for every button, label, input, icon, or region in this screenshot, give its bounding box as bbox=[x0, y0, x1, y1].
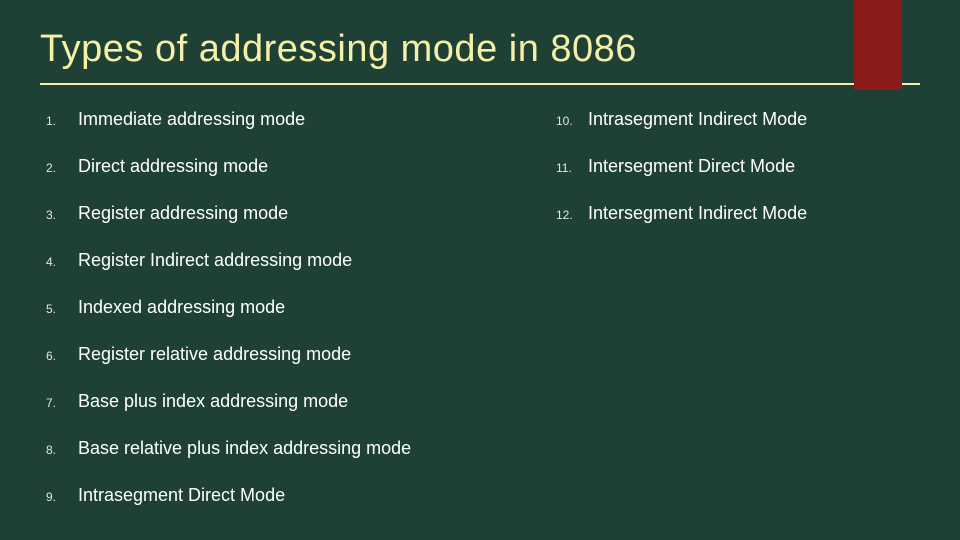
list-item-text: Intrasegment Direct Mode bbox=[78, 485, 285, 506]
list-item: 7.Base plus index addressing mode bbox=[40, 391, 520, 412]
accent-tab bbox=[854, 0, 902, 90]
list-item-number: 9. bbox=[40, 490, 78, 504]
list-item-number: 12. bbox=[550, 208, 588, 222]
list-item-text: Register relative addressing mode bbox=[78, 344, 351, 365]
left-column: 1.Immediate addressing mode 2.Direct addr… bbox=[40, 109, 520, 532]
list-item: 4.Register Indirect addressing mode bbox=[40, 250, 520, 271]
list-item-text: Intersegment Direct Mode bbox=[588, 156, 795, 177]
list-item-text: Direct addressing mode bbox=[78, 156, 268, 177]
list-item-number: 4. bbox=[40, 255, 78, 269]
list-item: 1.Immediate addressing mode bbox=[40, 109, 520, 130]
list-item-number: 10. bbox=[550, 114, 588, 128]
list-item-number: 3. bbox=[40, 208, 78, 222]
list-item-number: 6. bbox=[40, 349, 78, 363]
list-item-text: Base plus index addressing mode bbox=[78, 391, 348, 412]
list-item: 12.Intersegment Indirect Mode bbox=[550, 203, 920, 224]
list-item-number: 1. bbox=[40, 114, 78, 128]
content-columns: 1.Immediate addressing mode 2.Direct addr… bbox=[40, 109, 920, 532]
list-item-number: 11. bbox=[550, 161, 588, 175]
list-item: 9.Intrasegment Direct Mode bbox=[40, 485, 520, 506]
list-item-number: 8. bbox=[40, 443, 78, 457]
slide: Types of addressing mode in 8086 1.Immed… bbox=[0, 0, 960, 540]
list-item: 3.Register addressing mode bbox=[40, 203, 520, 224]
list-item-number: 5. bbox=[40, 302, 78, 316]
page-title: Types of addressing mode in 8086 bbox=[40, 28, 920, 71]
list-item: 8.Base relative plus index addressing mo… bbox=[40, 438, 520, 459]
list-item-text: Register addressing mode bbox=[78, 203, 288, 224]
list-item-number: 2. bbox=[40, 161, 78, 175]
list-item: 6.Register relative addressing mode bbox=[40, 344, 520, 365]
list-item: 5.Indexed addressing mode bbox=[40, 297, 520, 318]
right-column: 10.Intrasegment Indirect Mode11.Interseg… bbox=[550, 109, 920, 532]
list-item-number: 7. bbox=[40, 396, 78, 410]
list-item-text: Immediate addressing mode bbox=[78, 109, 305, 130]
list-item-text: Indexed addressing mode bbox=[78, 297, 285, 318]
title-divider bbox=[40, 83, 920, 85]
list-item: 11.Intersegment Direct Mode bbox=[550, 156, 920, 177]
list-item: 2.Direct addressing mode bbox=[40, 156, 520, 177]
list-item-text: Base relative plus index addressing mode bbox=[78, 438, 411, 459]
list-item: 10.Intrasegment Indirect Mode bbox=[550, 109, 920, 130]
list-item-text: Intrasegment Indirect Mode bbox=[588, 109, 807, 130]
list-item-text: Register Indirect addressing mode bbox=[78, 250, 352, 271]
list-item-text: Intersegment Indirect Mode bbox=[588, 203, 807, 224]
